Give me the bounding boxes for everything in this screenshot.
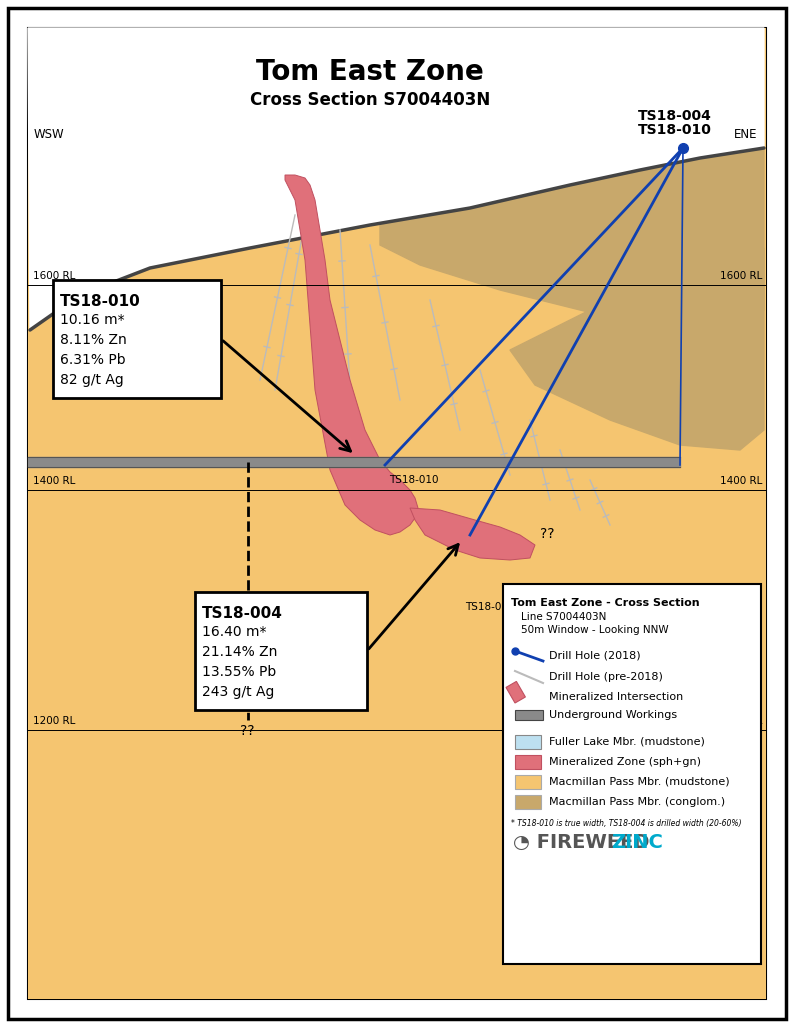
- Text: Drill Hole (2018): Drill Hole (2018): [549, 650, 641, 660]
- Text: TS18-004: TS18-004: [202, 606, 283, 621]
- Text: 1200 RL: 1200 RL: [719, 716, 762, 726]
- Polygon shape: [28, 28, 764, 330]
- Text: Drill Hole (pre-2018): Drill Hole (pre-2018): [549, 672, 663, 682]
- Text: 1600 RL: 1600 RL: [719, 271, 762, 281]
- Text: 13.55% Pb: 13.55% Pb: [202, 665, 276, 679]
- Bar: [515, 710, 543, 720]
- Text: 10.16 m*: 10.16 m*: [60, 313, 125, 327]
- Text: 82 g/t Ag: 82 g/t Ag: [60, 373, 124, 387]
- Bar: [53, 280, 221, 398]
- Text: ??: ??: [240, 724, 255, 738]
- Text: ??: ??: [540, 527, 554, 541]
- Text: TS18-010: TS18-010: [638, 123, 712, 137]
- Text: 1400 RL: 1400 RL: [719, 476, 762, 486]
- Bar: [195, 592, 367, 710]
- Text: Mineralized Zone (sph+gn): Mineralized Zone (sph+gn): [549, 757, 701, 767]
- Polygon shape: [410, 508, 535, 560]
- Text: Fuller Lake Mbr. (mudstone): Fuller Lake Mbr. (mudstone): [549, 737, 705, 747]
- Text: 1600 RL: 1600 RL: [33, 271, 75, 281]
- Bar: [515, 735, 541, 749]
- Bar: [515, 775, 541, 789]
- Text: Macmillan Pass Mbr. (conglom.): Macmillan Pass Mbr. (conglom.): [549, 797, 725, 807]
- Text: TS18-010: TS18-010: [389, 476, 438, 485]
- Polygon shape: [510, 248, 764, 450]
- Text: Line S7004403N: Line S7004403N: [521, 612, 607, 622]
- Text: ZINC: ZINC: [611, 833, 663, 852]
- Bar: [503, 584, 761, 964]
- Bar: [515, 795, 541, 809]
- Text: 6.31% Pb: 6.31% Pb: [60, 353, 125, 367]
- Text: TS18-004: TS18-004: [638, 109, 712, 123]
- Text: TS18-010: TS18-010: [60, 294, 141, 309]
- Bar: [515, 755, 541, 769]
- Polygon shape: [285, 175, 418, 535]
- Text: 243 g/t Ag: 243 g/t Ag: [202, 685, 275, 699]
- Text: 50m Window - Looking NNW: 50m Window - Looking NNW: [521, 625, 669, 635]
- Text: Tom East Zone - Cross Section: Tom East Zone - Cross Section: [511, 598, 700, 608]
- Text: ◔ FIREWEED: ◔ FIREWEED: [513, 833, 649, 852]
- Text: * TS18-010 is true width, TS18-004 is drilled width (20-60%): * TS18-010 is true width, TS18-004 is dr…: [511, 819, 742, 828]
- Bar: [506, 681, 526, 703]
- Text: 8.11% Zn: 8.11% Zn: [60, 333, 127, 347]
- Text: TS18-004: TS18-004: [465, 602, 515, 612]
- Text: 1200 RL: 1200 RL: [33, 716, 75, 726]
- Text: Macmillan Pass Mbr. (mudstone): Macmillan Pass Mbr. (mudstone): [549, 777, 730, 787]
- Text: 16.40 m*: 16.40 m*: [202, 625, 267, 639]
- Text: ENE: ENE: [734, 128, 757, 141]
- Text: Underground Workings: Underground Workings: [549, 710, 677, 720]
- Text: Cross Section S7004403N: Cross Section S7004403N: [250, 91, 490, 109]
- Polygon shape: [380, 148, 764, 330]
- Text: 1400 RL: 1400 RL: [33, 476, 75, 486]
- Text: Mineralized Intersection: Mineralized Intersection: [549, 692, 684, 702]
- Text: 21.14% Zn: 21.14% Zn: [202, 645, 277, 659]
- Text: WSW: WSW: [34, 128, 64, 141]
- Text: Tom East Zone: Tom East Zone: [256, 58, 484, 86]
